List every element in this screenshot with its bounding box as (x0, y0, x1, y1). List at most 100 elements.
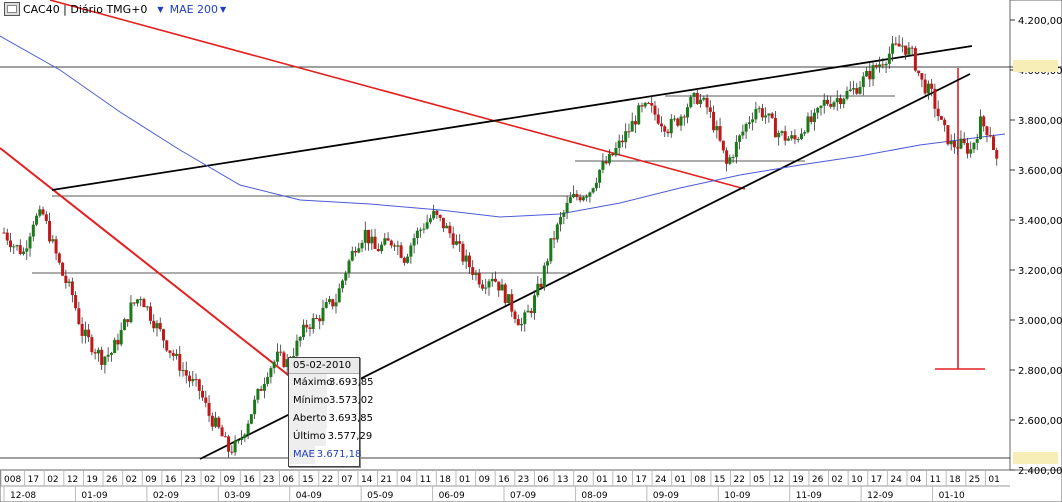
candle-body (191, 379, 195, 382)
x-day-tick-label: 04 (910, 475, 922, 485)
candle-body (57, 253, 61, 263)
candle-body (988, 135, 992, 137)
candle-body (132, 302, 136, 304)
candle-body (350, 250, 354, 261)
x-day-tick-label: 19 (86, 475, 98, 485)
x-day-tick-label: 14 (361, 475, 373, 485)
candle-body (747, 122, 751, 125)
tooltip-row-open: Aberto 3.693,85 (289, 410, 373, 428)
x-day-tick-label: 05 (753, 475, 764, 485)
candle-body (38, 209, 42, 216)
candle-body (510, 294, 514, 312)
candle-body (533, 295, 537, 314)
indicator-chevron-down-icon[interactable]: ▼ (220, 4, 227, 14)
candle-body (113, 339, 117, 353)
x-day-tick-label: 19 (792, 475, 804, 485)
candle-body (640, 105, 644, 107)
candle-body (692, 92, 696, 97)
candle-body (344, 272, 348, 281)
candle-body (770, 113, 774, 118)
candle-body (949, 140, 953, 145)
y-tick-label: 3.000,00 (1018, 316, 1062, 327)
candle-body (448, 225, 452, 234)
candle-body (959, 138, 963, 149)
y-tick-label: 2.600,00 (1018, 416, 1062, 427)
candle-body (835, 98, 839, 103)
candle-body (415, 230, 419, 239)
x-day-tick-label: 26 (106, 475, 118, 485)
candle-body (858, 86, 862, 94)
x-day-tick-label: 09 (224, 475, 236, 485)
x-day-tick-label: 04 (400, 475, 412, 485)
candle-body (900, 45, 904, 47)
candle-body (217, 417, 221, 428)
candle-body (480, 284, 484, 289)
indicator-label[interactable]: MAE 200 (169, 2, 219, 16)
candle-body (458, 241, 462, 244)
candle-body (734, 141, 738, 158)
candle-body (41, 209, 45, 215)
chevron-down-icon[interactable]: ▼ (157, 4, 164, 14)
candle-body (923, 79, 927, 94)
candle-body (620, 140, 624, 143)
candle-body (181, 370, 185, 372)
candle-body (61, 262, 65, 276)
x-day-tick-label: 09 (479, 475, 491, 485)
candle-body (897, 43, 901, 47)
candle-body (744, 124, 748, 132)
candle-body (389, 240, 393, 246)
x-day-tick-label: 02 (47, 475, 58, 485)
candle-body (943, 119, 947, 126)
candle-body (122, 319, 126, 331)
candle-body (357, 248, 361, 253)
candle-body (451, 233, 455, 245)
candle-body (318, 318, 322, 322)
x-day-tick-label: 22 (733, 475, 744, 485)
x-day-tick-label: 23 (518, 475, 529, 485)
x-day-tick-label: 17 (28, 475, 39, 485)
candle-body (363, 229, 367, 243)
candle-body (227, 436, 231, 452)
candle-body (74, 295, 78, 309)
candle-body (109, 352, 113, 355)
x-day-tick-label: 25 (969, 475, 980, 485)
candle-body (865, 70, 869, 77)
candle-body (539, 283, 543, 288)
symbol-title[interactable]: CAC40 | Diário TMG+0 (23, 2, 148, 16)
candle-body (946, 125, 950, 145)
x-day-tick-label: 15 (714, 475, 725, 485)
candle-body (155, 323, 159, 329)
candle-body (764, 115, 768, 118)
candle-body (516, 319, 520, 326)
chart-header: CAC40 | Diário TMG+0 ▼ MAE 200 ▼ (0, 0, 226, 18)
candle-body (552, 238, 556, 240)
candle-body (2, 232, 6, 234)
candle-body (965, 143, 969, 154)
candle-body (995, 149, 999, 159)
candle-body (370, 236, 374, 244)
candle-body (243, 434, 247, 438)
candle-body (891, 43, 895, 54)
candle-body (982, 116, 986, 127)
candle-body (253, 399, 257, 415)
candle-body (178, 353, 182, 371)
candle-body (939, 116, 943, 120)
candle-body (373, 236, 377, 249)
candle-body (585, 196, 589, 198)
candle-body (347, 260, 351, 273)
candle-body (881, 64, 885, 66)
tooltip-row-max: Máximo 3.693,85 (289, 374, 374, 392)
tooltip-date: 05-02-2010 (289, 358, 359, 374)
tooltip-row-min: Mínimo 3.573,02 (289, 392, 374, 410)
candle-body (354, 250, 358, 253)
chart-window-icon[interactable] (4, 2, 20, 16)
candle-body (386, 238, 390, 241)
candle-body (796, 138, 800, 140)
candle-body (855, 88, 859, 94)
x-month-tick-label: 08-09 (581, 491, 607, 501)
y-tick-label: 4.200,00 (1018, 16, 1062, 27)
level-price-box (1013, 452, 1058, 464)
candle-body (308, 327, 312, 329)
candle-body (578, 197, 582, 201)
candle-body (806, 116, 810, 133)
